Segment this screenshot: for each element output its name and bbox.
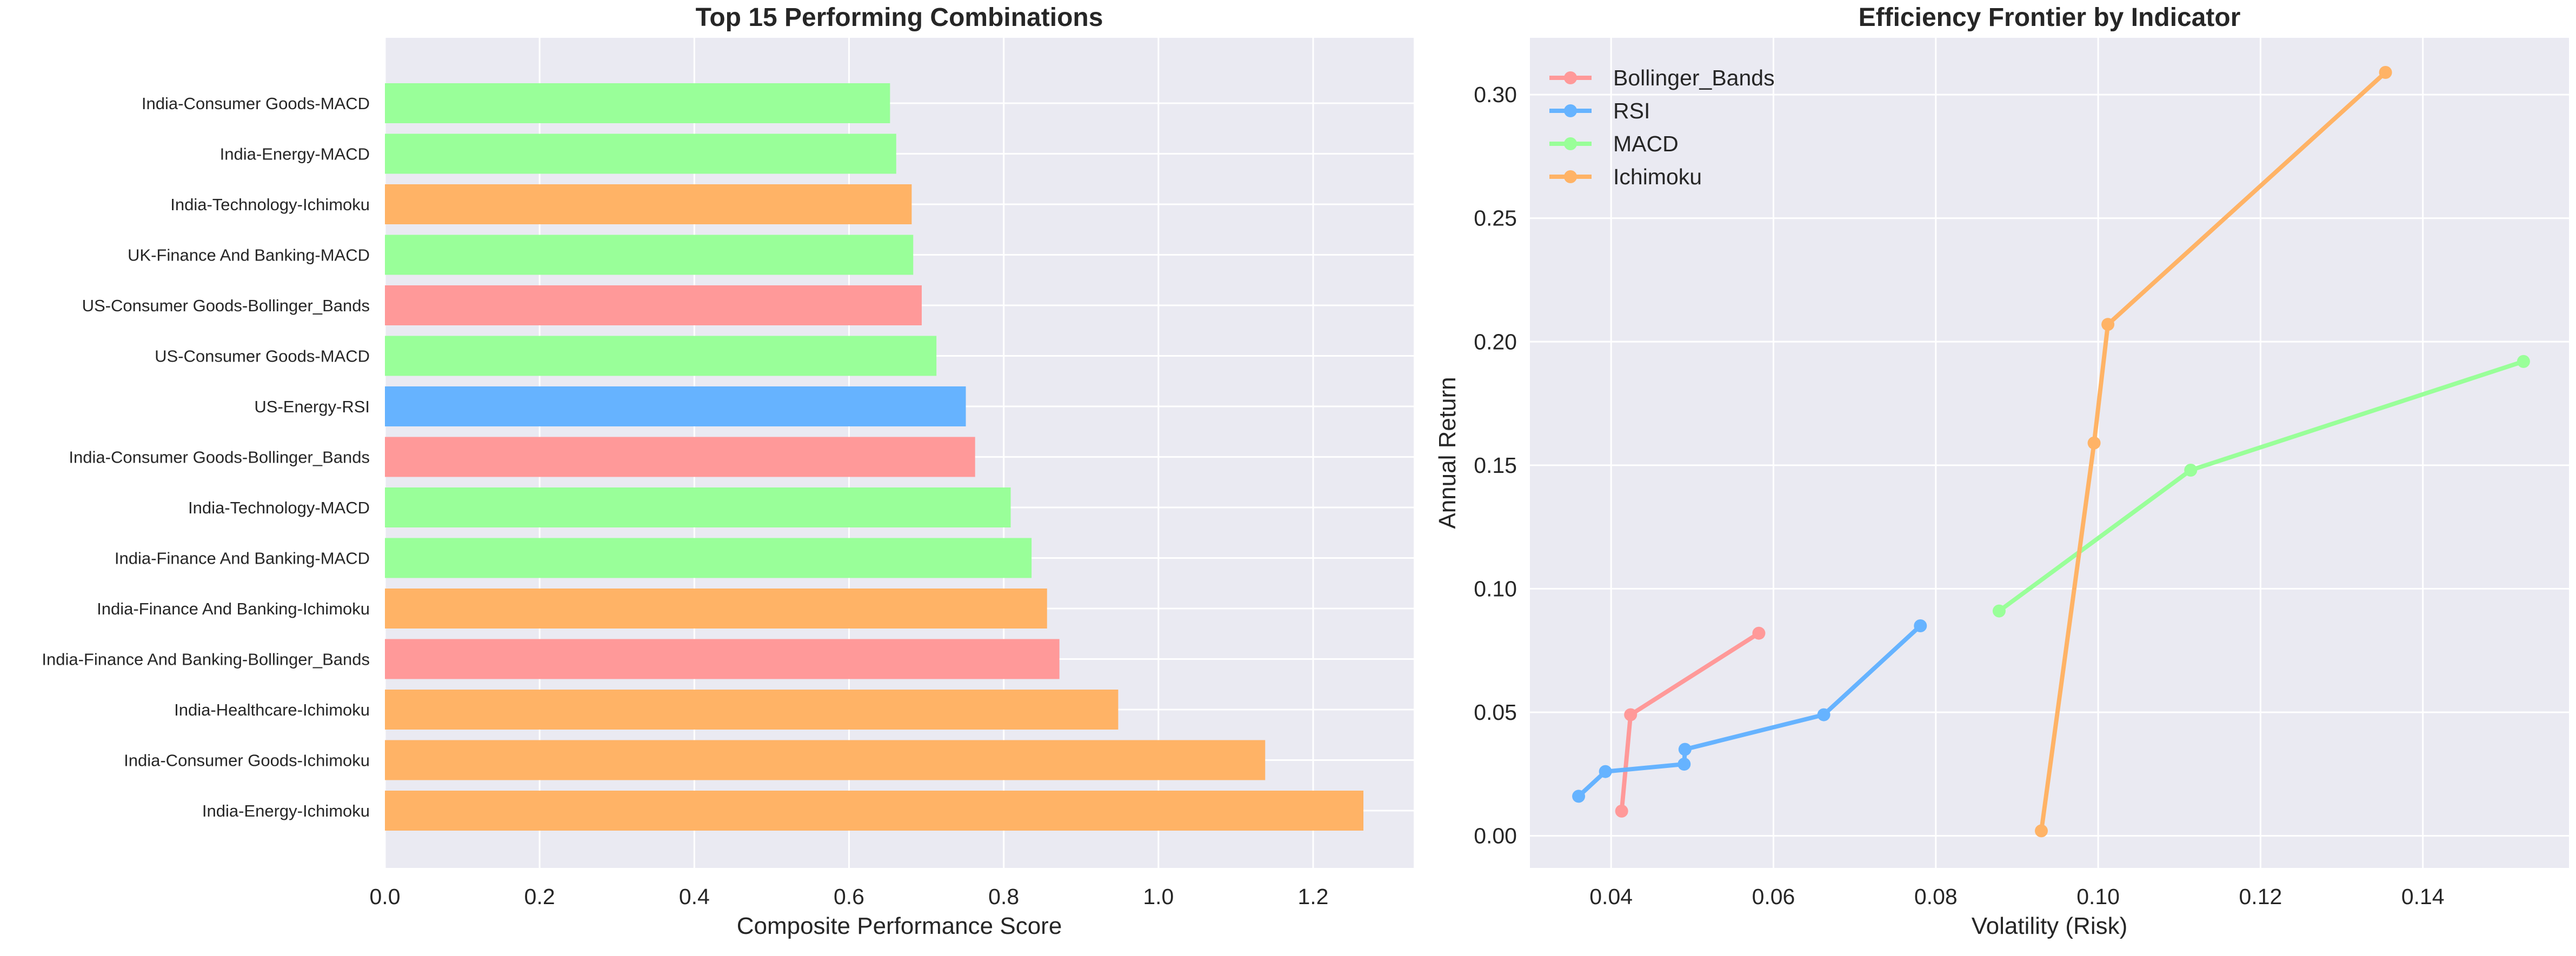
point-macd-0 bbox=[1992, 604, 2006, 618]
point-macd-1 bbox=[2184, 464, 2198, 477]
line-y-tick-0-00: 0.00 bbox=[1474, 824, 1517, 848]
bar-label-india-consumer-goods-macd: India-Consumer Goods-MACD bbox=[142, 94, 370, 113]
point-rsi-4 bbox=[1817, 708, 1831, 721]
bars bbox=[385, 83, 1363, 831]
line-y-tick-0-20: 0.20 bbox=[1474, 329, 1517, 354]
legend-label-rsi: RSI bbox=[1613, 98, 1650, 123]
bar-us-energy-rsi bbox=[385, 386, 966, 426]
bar-label-uk-finance-and-banking-macd: UK-Finance And Banking-MACD bbox=[128, 246, 370, 265]
legend-label-bollinger-bands: Bollinger_Bands bbox=[1613, 65, 1775, 90]
point-rsi-3 bbox=[1678, 743, 1692, 756]
bar-india-consumer-goods-bollinger-bands bbox=[385, 437, 975, 477]
point-ichimoku-1 bbox=[2087, 436, 2101, 450]
legend-label-ichimoku: Ichimoku bbox=[1613, 164, 1702, 189]
bar-x-tick-labels: 0.0 0.2 0.4 0.6 0.8 1.0 1.2 bbox=[370, 884, 1329, 909]
bar-x-tick-0-0: 0.0 bbox=[370, 884, 401, 909]
line-x-tick-0-04: 0.04 bbox=[1589, 884, 1633, 909]
series-line-ichimoku bbox=[2039, 70, 2388, 833]
legend-marker-bollinger-bands bbox=[1564, 71, 1577, 84]
point-rsi-2 bbox=[1678, 758, 1691, 771]
bar-label-india-consumer-goods-ichimoku: India-Consumer Goods-Ichimoku bbox=[124, 751, 370, 770]
line-y-tick-0-15: 0.15 bbox=[1474, 453, 1517, 478]
line-y-tick-0-25: 0.25 bbox=[1474, 206, 1517, 231]
bar-x-axis-label: Composite Performance Score bbox=[737, 913, 1062, 939]
bar-us-consumer-goods-macd bbox=[385, 336, 937, 376]
bar-label-india-finance-and-banking-bollinger-bands: India-Finance And Banking-Bollinger_Band… bbox=[42, 650, 370, 669]
bar-india-consumer-goods-ichimoku bbox=[385, 740, 1266, 780]
legend-label-macd: MACD bbox=[1613, 131, 1679, 156]
bar-category-labels: India-Energy-Ichimoku India-Consumer Good… bbox=[42, 94, 370, 820]
bar-label-india-healthcare-ichimoku: India-Healthcare-Ichimoku bbox=[174, 700, 370, 719]
bar-label-india-finance-and-banking-macd: India-Finance And Banking-MACD bbox=[115, 549, 370, 568]
bar-x-tick-1-2: 1.2 bbox=[1297, 884, 1328, 909]
line-x-axis-label: Volatility (Risk) bbox=[1972, 913, 2128, 939]
point-ichimoku-3 bbox=[2379, 66, 2392, 79]
bar-india-finance-and-banking-bollinger-bands bbox=[385, 639, 1060, 679]
bar-india-finance-and-banking-ichimoku bbox=[385, 589, 1047, 629]
line-x-tick-0-08: 0.08 bbox=[1914, 884, 1958, 909]
bar-india-technology-macd bbox=[385, 487, 1011, 527]
line-x-tick-labels: 0.04 0.06 0.08 0.10 0.12 0.14 bbox=[1589, 884, 2444, 909]
point-bollinger-bands-1 bbox=[1624, 708, 1638, 721]
point-rsi-1 bbox=[1599, 765, 1612, 778]
line-x-tick-0-10: 0.10 bbox=[2076, 884, 2120, 909]
bar-x-tick-0-6: 0.6 bbox=[834, 884, 864, 909]
legend-marker-rsi bbox=[1564, 104, 1577, 117]
point-ichimoku-2 bbox=[2101, 318, 2115, 331]
bar-india-finance-and-banking-macd bbox=[385, 538, 1032, 578]
line-x-tick-0-06: 0.06 bbox=[1752, 884, 1795, 909]
point-bollinger-bands-2 bbox=[1752, 626, 1766, 640]
line-x-tick-0-14: 0.14 bbox=[2401, 884, 2445, 909]
bar-label-india-energy-ichimoku: India-Energy-Ichimoku bbox=[202, 801, 370, 820]
legend-marker-macd bbox=[1564, 137, 1577, 150]
bar-us-consumer-goods-bollinger-bands bbox=[385, 285, 922, 325]
bar-label-india-consumer-goods-bollinger-bands: India-Consumer Goods-Bollinger_Bands bbox=[69, 448, 370, 467]
bar-chart-title: Top 15 Performing Combinations bbox=[696, 3, 1103, 32]
line-chart-panel: 0.04 0.06 0.08 0.10 0.12 0.14 0.00 0.05 0.10 0.1… bbox=[1434, 3, 2569, 939]
bar-x-tick-1-0: 1.0 bbox=[1143, 884, 1174, 909]
bar-label-us-energy-rsi: US-Energy-RSI bbox=[254, 397, 370, 416]
bar-label-us-consumer-goods-macd: US-Consumer Goods-MACD bbox=[155, 347, 370, 366]
line-y-tick-0-30: 0.30 bbox=[1474, 82, 1517, 107]
line-y-axis-label: Annual Return bbox=[1434, 377, 1461, 529]
bar-india-healthcare-ichimoku bbox=[385, 690, 1119, 730]
bar-label-india-technology-macd: India-Technology-MACD bbox=[188, 498, 370, 517]
point-macd-2 bbox=[2517, 355, 2530, 368]
line-gridlines bbox=[1530, 38, 2569, 868]
bar-label-us-consumer-goods-bollinger-bands: US-Consumer Goods-Bollinger_Bands bbox=[82, 296, 370, 315]
legend: Bollinger_Bands RSI MACD Ichimoku bbox=[1549, 65, 1775, 189]
bar-chart-panel: India-Energy-Ichimoku India-Consumer Good… bbox=[42, 3, 1414, 939]
bar-x-tick-0-4: 0.4 bbox=[679, 884, 710, 909]
bar-x-tick-0-2: 0.2 bbox=[524, 884, 555, 909]
bar-uk-finance-and-banking-macd bbox=[385, 235, 914, 275]
bar-india-technology-ichimoku bbox=[385, 184, 912, 224]
bar-label-india-finance-and-banking-ichimoku: India-Finance And Banking-Ichimoku bbox=[97, 599, 370, 618]
bar-x-tick-0-8: 0.8 bbox=[988, 884, 1019, 909]
line-plot-area bbox=[1530, 38, 2569, 868]
bar-india-energy-macd bbox=[385, 133, 896, 174]
legend-marker-ichimoku bbox=[1564, 170, 1577, 183]
bar-label-india-energy-macd: India-Energy-MACD bbox=[220, 145, 370, 164]
bar-india-consumer-goods-macd bbox=[385, 83, 890, 123]
line-y-tick-0-10: 0.10 bbox=[1474, 576, 1517, 601]
point-rsi-0 bbox=[1572, 790, 1586, 803]
point-rsi-5 bbox=[1914, 619, 1927, 632]
line-y-tick-0-05: 0.05 bbox=[1474, 700, 1517, 725]
line-y-tick-labels: 0.00 0.05 0.10 0.15 0.20 0.25 0.30 bbox=[1474, 82, 1517, 848]
line-x-tick-0-12: 0.12 bbox=[2239, 884, 2282, 909]
line-chart-title: Efficiency Frontier by Indicator bbox=[1859, 3, 2241, 32]
bar-india-energy-ichimoku bbox=[385, 791, 1363, 831]
point-bollinger-bands-0 bbox=[1615, 804, 1628, 818]
line-series bbox=[1572, 66, 2530, 838]
bar-label-india-technology-ichimoku: India-Technology-Ichimoku bbox=[170, 195, 370, 214]
point-ichimoku-0 bbox=[2034, 824, 2048, 838]
